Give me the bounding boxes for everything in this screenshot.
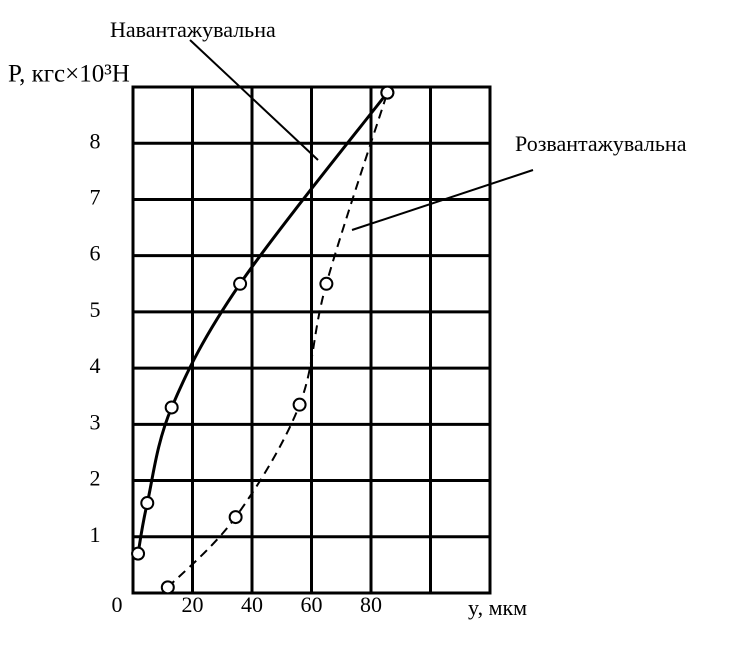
- x-axis-label: y, мкм: [468, 595, 527, 620]
- point-marker: [228, 510, 243, 525]
- y-tick-label: 5: [90, 297, 101, 322]
- y-axis-label: P, кгс×10³H: [8, 61, 130, 88]
- point-marker: [233, 276, 248, 291]
- curve: [167, 92, 389, 589]
- x-tick-label: 40: [241, 592, 263, 617]
- y-tick-label: 3: [90, 409, 101, 434]
- point-marker: [319, 276, 334, 291]
- point-marker: [292, 397, 307, 412]
- point-marker: [164, 400, 179, 415]
- x-tick-label: 80: [360, 592, 382, 617]
- point-marker: [160, 580, 175, 595]
- x-tick-label: 0: [112, 592, 123, 617]
- y-tick-label: 1: [90, 522, 101, 547]
- point-marker: [140, 496, 155, 511]
- curve-label: Навантажувальна: [110, 17, 276, 42]
- point-marker: [131, 546, 146, 561]
- x-tick-label: 20: [182, 592, 204, 617]
- curve-label: Розвантажувальна: [515, 131, 687, 156]
- y-tick-label: 4: [90, 353, 101, 378]
- x-tick-label: 60: [301, 592, 323, 617]
- y-tick-label: 8: [90, 128, 101, 153]
- y-tick-label: 7: [90, 184, 101, 209]
- curve: [136, 91, 389, 554]
- y-tick-label: 6: [90, 241, 101, 266]
- point-marker: [380, 85, 395, 100]
- y-tick-label: 2: [90, 466, 101, 491]
- leader-line: [189, 39, 319, 161]
